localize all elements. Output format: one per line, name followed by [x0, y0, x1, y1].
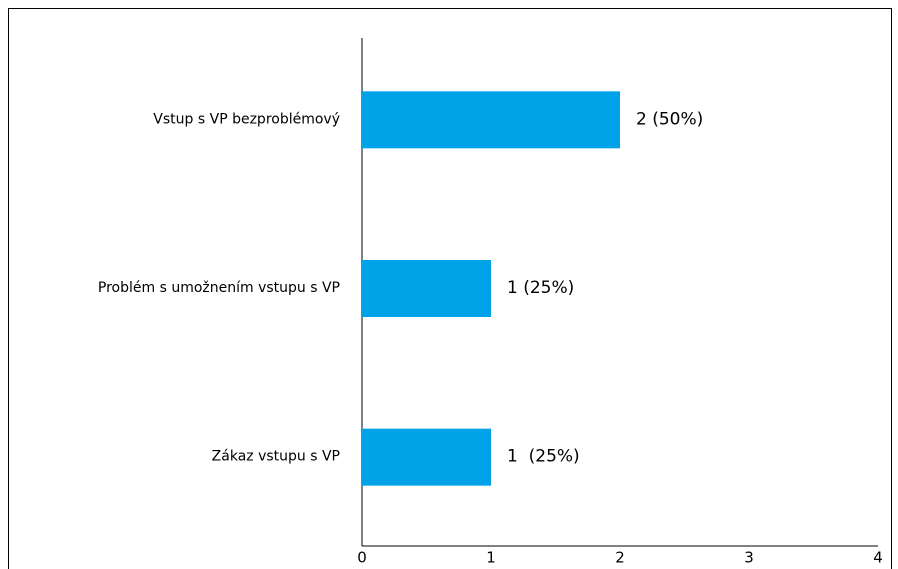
value-label: 1 (25%) [507, 278, 574, 298]
bar [362, 91, 620, 149]
x-tick-label: 4 [873, 549, 883, 567]
value-label: 2 (50%) [636, 109, 703, 129]
x-tick-label: 0 [357, 549, 367, 567]
y-tick-label: Problém s umožnením vstupu s VP [98, 280, 340, 296]
bar [362, 260, 491, 317]
x-tick-label: 3 [744, 549, 754, 567]
y-tick-label: Zákaz vstupu s VP [212, 449, 340, 465]
x-tick-label: 1 [486, 549, 496, 567]
value-label: 1 (25%) [507, 447, 580, 467]
x-tick-label: 2 [615, 549, 625, 567]
y-tick-label: Vstup s VP bezproblémový [153, 111, 340, 127]
bar [362, 428, 491, 486]
